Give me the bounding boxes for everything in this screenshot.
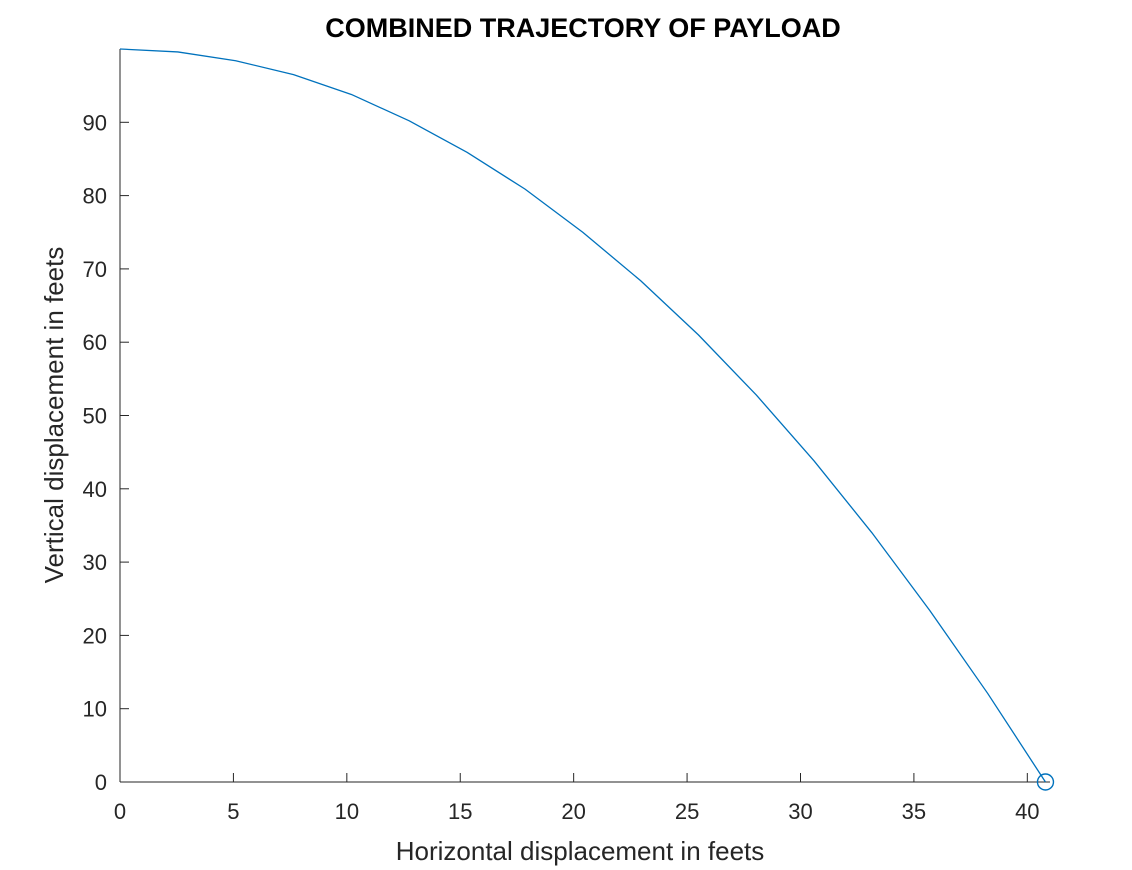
y-tick-label: 30 xyxy=(83,550,107,575)
y-tick-label: 20 xyxy=(83,623,107,648)
x-tick-label: 30 xyxy=(788,799,812,824)
y-tick-label: 70 xyxy=(83,257,107,282)
y-tick-label: 50 xyxy=(83,404,107,429)
y-tick-label: 0 xyxy=(95,770,107,795)
y-tick-label: 40 xyxy=(83,477,107,502)
chart-title: COMBINED TRAJECTORY OF PAYLOAD xyxy=(325,13,841,43)
x-tick-label: 40 xyxy=(1015,799,1039,824)
y-tick-label: 10 xyxy=(83,697,107,722)
x-tick-label: 15 xyxy=(448,799,472,824)
landing-point-marker xyxy=(1036,773,1055,791)
x-axis-label: Horizontal displacement in feets xyxy=(396,836,765,866)
x-tick-label: 35 xyxy=(902,799,926,824)
x-tick-label: 20 xyxy=(561,799,585,824)
trajectory-line xyxy=(119,48,1047,783)
axes: 0 5 10 15 20 25 30 35 40 0 10 20 30 40 50 60 70 80 90 xyxy=(83,49,1050,824)
x-tick-label: 0 xyxy=(114,799,126,824)
plot-area xyxy=(119,48,1055,791)
y-axis-label: Vertical displacement in feets xyxy=(39,247,69,584)
x-tick-label: 5 xyxy=(227,799,239,824)
y-ticks: 0 10 20 30 40 50 60 70 80 90 xyxy=(83,110,129,795)
x-tick-label: 25 xyxy=(675,799,699,824)
x-tick-label: 10 xyxy=(335,799,359,824)
x-ticks: 0 5 10 15 20 25 30 35 40 xyxy=(114,773,1040,824)
y-tick-label: 60 xyxy=(83,330,107,355)
y-tick-label: 90 xyxy=(83,110,107,135)
y-tick-label: 80 xyxy=(83,184,107,209)
